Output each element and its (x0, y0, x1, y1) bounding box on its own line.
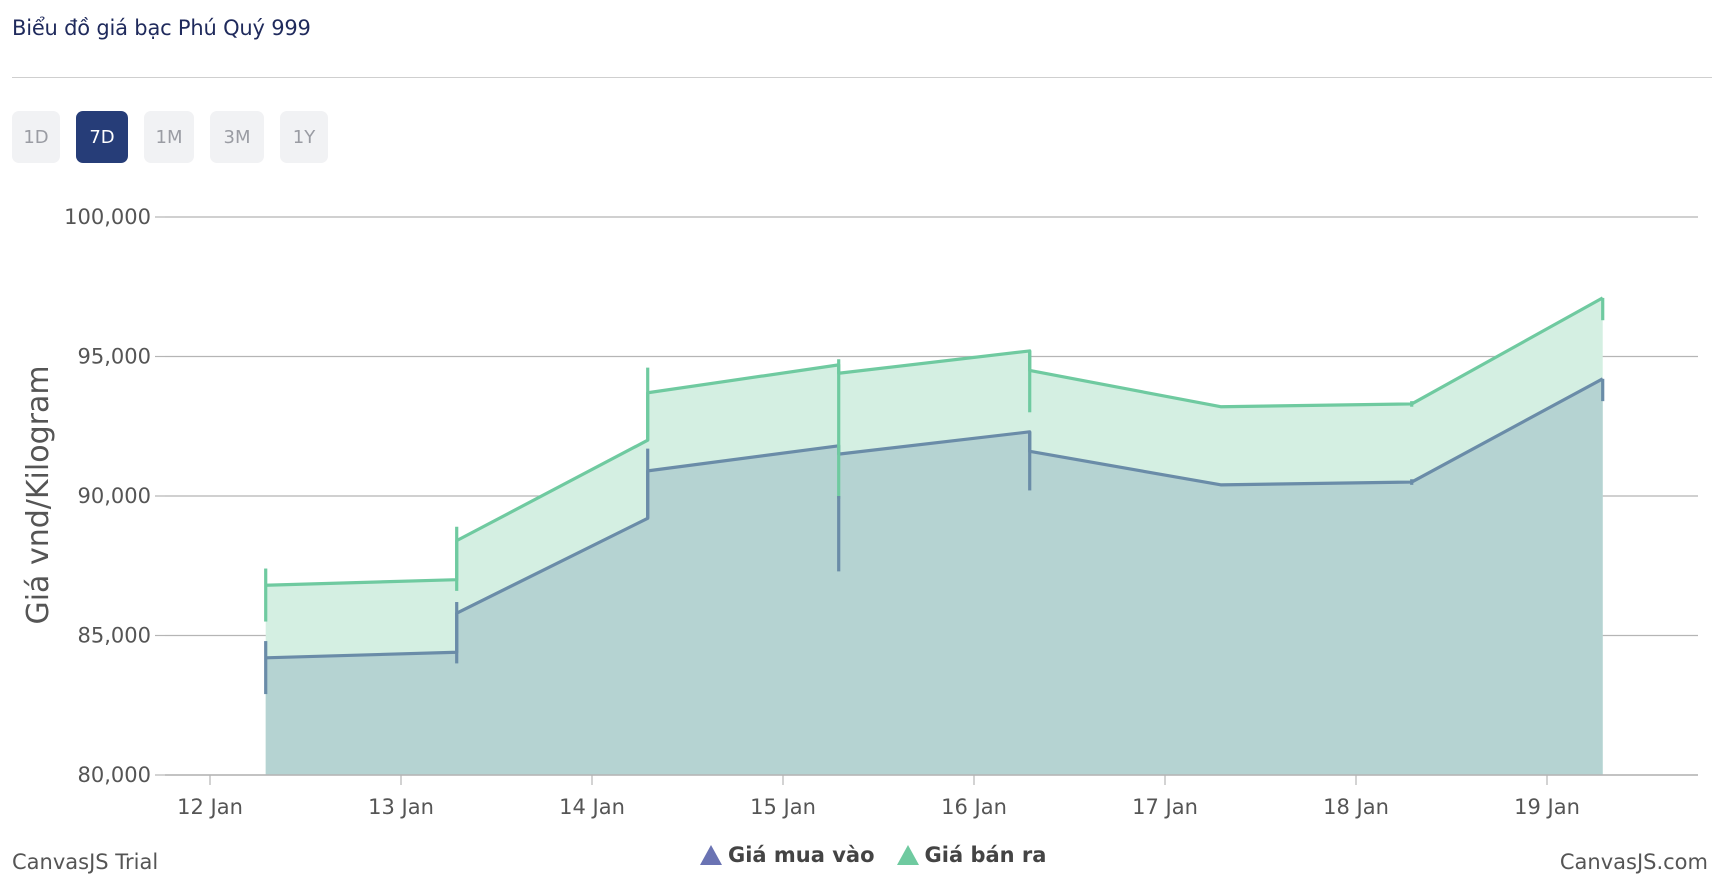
x-tick-label: 16 Jan (941, 795, 1007, 819)
canvasjs-trial-label: CanvasJS Trial (12, 850, 159, 874)
legend-item-sell[interactable]: Giá bán ra (896, 843, 1047, 867)
range-button-1d[interactable]: 1D (12, 111, 60, 163)
range-button-group: 1D 7D 1M 3M 1Y (12, 111, 328, 163)
x-tick-label: 12 Jan (177, 795, 243, 819)
legend-label-sell: Giá bán ra (924, 843, 1047, 867)
series-areas (265, 297, 1603, 775)
series-vertical-ticks (264, 297, 1605, 695)
axes: 80,000 85,000 90,000 95,000 100,000 12 Jan 13 … (64, 205, 1698, 819)
x-tick-label: 14 Jan (559, 795, 625, 819)
y-tick-label: 80,000 (78, 763, 151, 787)
canvasjs-credit-link[interactable]: CanvasJS.com (1559, 850, 1708, 874)
legend-marker-buy-icon (700, 845, 722, 865)
range-button-3m[interactable]: 3M (210, 111, 264, 163)
y-tick-label: 100,000 (64, 205, 151, 229)
legend-marker-sell-icon (896, 845, 919, 865)
x-tick-label: 17 Jan (1132, 795, 1198, 819)
x-tick-label: 18 Jan (1323, 795, 1389, 819)
legend-label-buy: Giá mua vào (728, 843, 875, 867)
y-tick-label: 85,000 (78, 624, 151, 648)
y-tick-label: 90,000 (78, 484, 151, 508)
x-tick-label: 15 Jan (750, 795, 816, 819)
x-tick-label: 19 Jan (1514, 795, 1580, 819)
y-tick-label: 95,000 (78, 345, 151, 369)
x-tick-label: 13 Jan (368, 795, 434, 819)
chart-legend: Giá mua vào Giá bán ra (700, 843, 1060, 867)
buy-series-area (265, 378, 1603, 775)
range-button-1m[interactable]: 1M (144, 111, 194, 163)
y-axis-title: Giá vnd/Kilogram (21, 365, 56, 624)
range-button-1y[interactable]: 1Y (280, 111, 328, 163)
range-button-7d[interactable]: 7D (76, 111, 128, 163)
page-title: Biểu đồ giá bạc Phú Quý 999 (12, 16, 311, 40)
title-divider (12, 77, 1712, 78)
legend-item-buy[interactable]: Giá mua vào (700, 843, 875, 867)
